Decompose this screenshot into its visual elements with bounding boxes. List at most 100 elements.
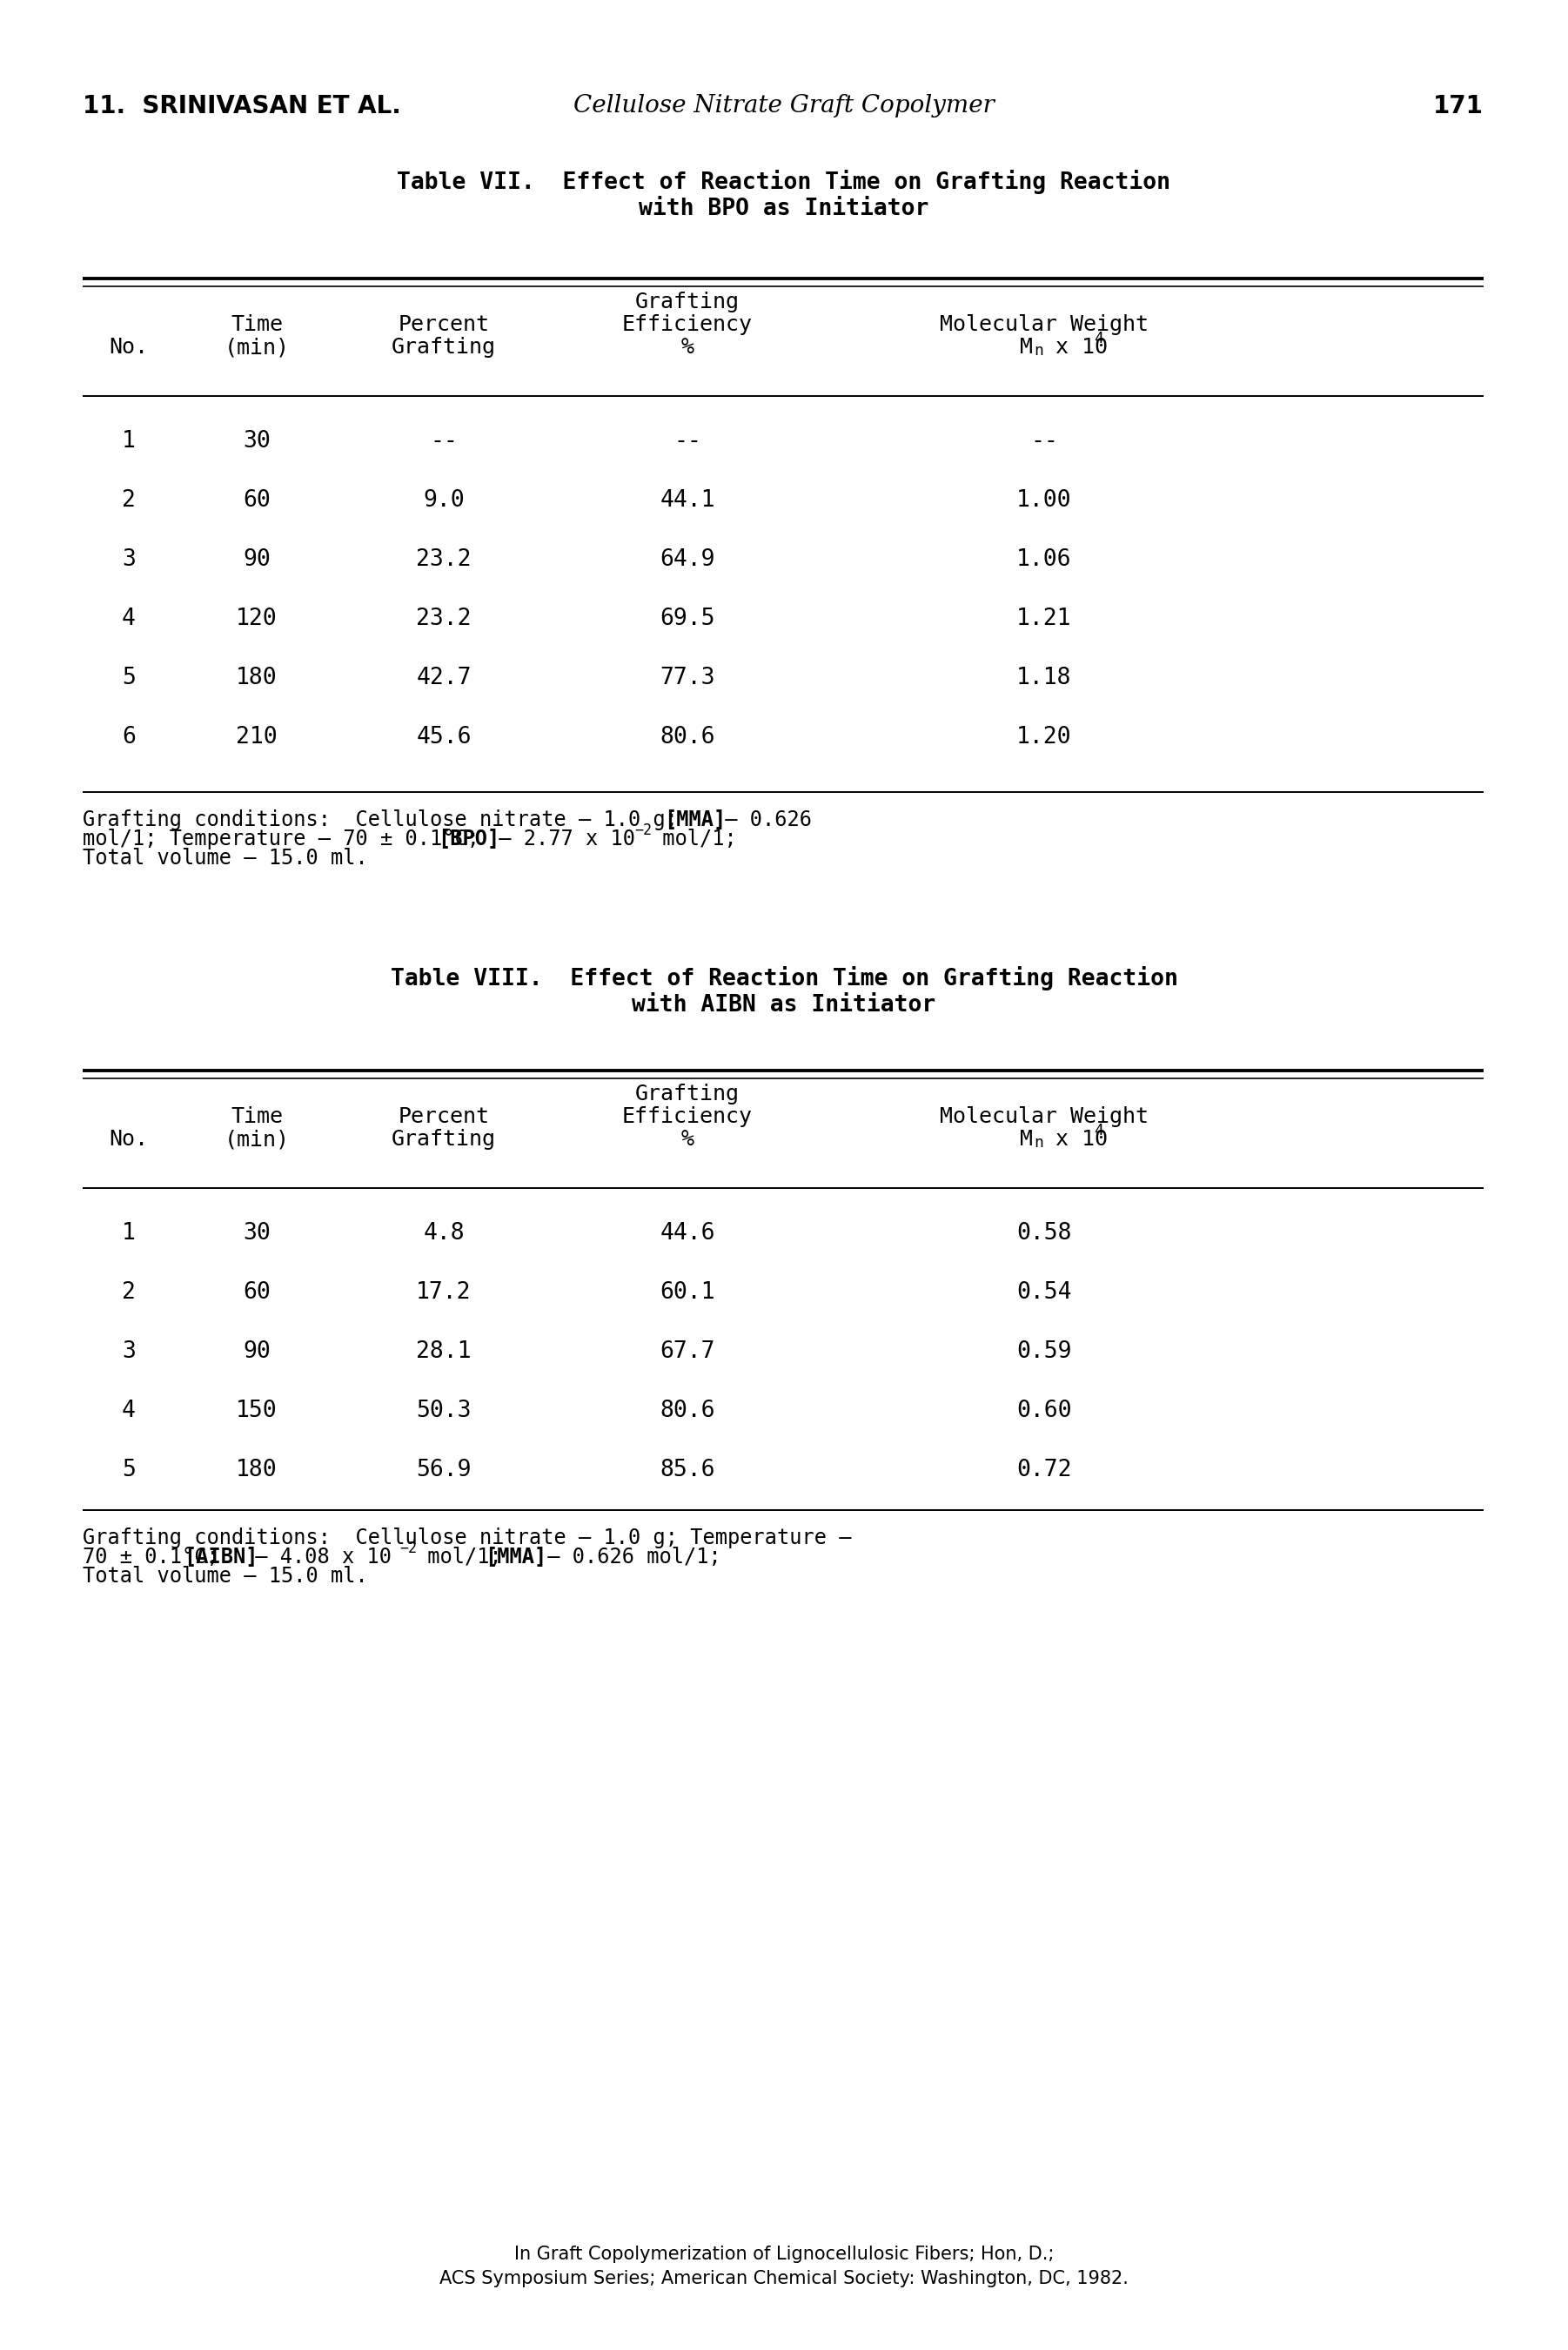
Text: Table VIII.  Effect of Reaction Time on Grafting Reaction: Table VIII. Effect of Reaction Time on G… bbox=[390, 966, 1178, 989]
Text: 150: 150 bbox=[235, 1401, 278, 1422]
Text: Percent: Percent bbox=[398, 315, 489, 336]
Text: 1.20: 1.20 bbox=[1016, 726, 1073, 750]
Text: 0.59: 0.59 bbox=[1016, 1339, 1073, 1363]
Text: 11.  SRINIVASAN ET AL.: 11. SRINIVASAN ET AL. bbox=[83, 94, 401, 118]
Text: – 2.77 x 10: – 2.77 x 10 bbox=[486, 830, 635, 848]
Text: In Graft Copolymerization of Lignocellulosic Fibers; Hon, D.;: In Graft Copolymerization of Lignocellul… bbox=[514, 2247, 1054, 2263]
Text: Molecular Weight: Molecular Weight bbox=[939, 315, 1149, 336]
Text: Grafting: Grafting bbox=[635, 1083, 740, 1104]
Text: Time: Time bbox=[230, 1107, 282, 1128]
Text: Cellulose Nitrate Graft Copolymer: Cellulose Nitrate Graft Copolymer bbox=[574, 94, 994, 118]
Text: Efficiency: Efficiency bbox=[622, 315, 753, 336]
Text: Grafting: Grafting bbox=[392, 1128, 495, 1149]
Text: [MMA]: [MMA] bbox=[485, 1546, 547, 1567]
Text: 0.60: 0.60 bbox=[1016, 1401, 1073, 1422]
Text: 50.3: 50.3 bbox=[416, 1401, 472, 1422]
Text: [AIBN]: [AIBN] bbox=[183, 1546, 259, 1567]
Text: 44.6: 44.6 bbox=[660, 1222, 715, 1246]
Text: 2: 2 bbox=[122, 1281, 136, 1304]
Text: 28.1: 28.1 bbox=[416, 1339, 472, 1363]
Text: 42.7: 42.7 bbox=[416, 667, 472, 689]
Text: M: M bbox=[1019, 336, 1033, 357]
Text: with BPO as Initiator: with BPO as Initiator bbox=[638, 197, 930, 221]
Text: 60.1: 60.1 bbox=[660, 1281, 715, 1304]
Text: 23.2: 23.2 bbox=[416, 609, 472, 630]
Text: Time: Time bbox=[230, 315, 282, 336]
Text: −2: −2 bbox=[635, 822, 652, 839]
Text: 180: 180 bbox=[235, 667, 278, 689]
Text: 67.7: 67.7 bbox=[660, 1339, 715, 1363]
Text: --: -- bbox=[430, 430, 458, 454]
Text: 45.6: 45.6 bbox=[416, 726, 472, 750]
Text: 1.18: 1.18 bbox=[1016, 667, 1073, 689]
Text: 3: 3 bbox=[122, 548, 136, 571]
Text: Grafting: Grafting bbox=[635, 291, 740, 313]
Text: 3: 3 bbox=[122, 1339, 136, 1363]
Text: 23.2: 23.2 bbox=[416, 548, 472, 571]
Text: – 0.626 mol/1;: – 0.626 mol/1; bbox=[535, 1546, 721, 1567]
Text: – 4.08 x 10: – 4.08 x 10 bbox=[243, 1546, 392, 1567]
Text: 44.1: 44.1 bbox=[660, 489, 715, 512]
Text: 70 ± 0.1°C;: 70 ± 0.1°C; bbox=[83, 1546, 232, 1567]
Text: %: % bbox=[681, 1128, 695, 1149]
Text: Percent: Percent bbox=[398, 1107, 489, 1128]
Text: --: -- bbox=[1030, 430, 1058, 454]
Text: (min): (min) bbox=[224, 336, 290, 357]
Text: mol/1;: mol/1; bbox=[651, 830, 737, 848]
Text: x 10: x 10 bbox=[1043, 336, 1107, 357]
Text: – 0.626: – 0.626 bbox=[712, 808, 812, 830]
Text: 56.9: 56.9 bbox=[416, 1459, 472, 1480]
Text: 171: 171 bbox=[1433, 94, 1483, 118]
Text: Total volume – 15.0 ml.: Total volume – 15.0 ml. bbox=[83, 848, 368, 870]
Text: 60: 60 bbox=[243, 1281, 271, 1304]
Text: 4: 4 bbox=[1094, 331, 1104, 345]
Text: Total volume – 15.0 ml.: Total volume – 15.0 ml. bbox=[83, 1565, 368, 1586]
Text: 77.3: 77.3 bbox=[660, 667, 715, 689]
Text: 60: 60 bbox=[243, 489, 271, 512]
Text: −2: −2 bbox=[400, 1542, 417, 1556]
Text: 210: 210 bbox=[235, 726, 278, 750]
Text: 1.06: 1.06 bbox=[1016, 548, 1073, 571]
Text: (min): (min) bbox=[224, 1128, 290, 1149]
Text: 1: 1 bbox=[122, 1222, 136, 1246]
Text: 120: 120 bbox=[235, 609, 278, 630]
Text: 0.72: 0.72 bbox=[1016, 1459, 1073, 1480]
Text: mol/1; Temperature – 70 ± 0.1°C;: mol/1; Temperature – 70 ± 0.1°C; bbox=[83, 830, 492, 848]
Text: 17.2: 17.2 bbox=[416, 1281, 472, 1304]
Text: Grafting: Grafting bbox=[392, 336, 495, 357]
Text: 85.6: 85.6 bbox=[660, 1459, 715, 1480]
Text: 30: 30 bbox=[243, 430, 271, 454]
Text: 80.6: 80.6 bbox=[660, 1401, 715, 1422]
Text: mol/1;: mol/1; bbox=[416, 1546, 514, 1567]
Text: Efficiency: Efficiency bbox=[622, 1107, 753, 1128]
Text: n: n bbox=[1033, 1135, 1043, 1152]
Text: 90: 90 bbox=[243, 548, 271, 571]
Text: x 10: x 10 bbox=[1043, 1128, 1107, 1149]
Text: 4: 4 bbox=[122, 609, 136, 630]
Text: 0.54: 0.54 bbox=[1016, 1281, 1073, 1304]
Text: 5: 5 bbox=[122, 667, 136, 689]
Text: n: n bbox=[1033, 343, 1043, 360]
Text: Grafting conditions:  Cellulose nitrate – 1.0 g;: Grafting conditions: Cellulose nitrate –… bbox=[83, 808, 690, 830]
Text: [MMA]: [MMA] bbox=[663, 808, 726, 830]
Text: 80.6: 80.6 bbox=[660, 726, 715, 750]
Text: 5: 5 bbox=[122, 1459, 136, 1480]
Text: Table VII.  Effect of Reaction Time on Grafting Reaction: Table VII. Effect of Reaction Time on Gr… bbox=[397, 169, 1171, 195]
Text: [BPO]: [BPO] bbox=[437, 830, 500, 848]
Text: Molecular Weight: Molecular Weight bbox=[939, 1107, 1149, 1128]
Text: Grafting conditions:  Cellulose nitrate – 1.0 g; Temperature –: Grafting conditions: Cellulose nitrate –… bbox=[83, 1528, 851, 1549]
Text: with AIBN as Initiator: with AIBN as Initiator bbox=[632, 994, 936, 1018]
Text: 1.00: 1.00 bbox=[1016, 489, 1073, 512]
Text: 4: 4 bbox=[1094, 1123, 1104, 1137]
Text: 30: 30 bbox=[243, 1222, 271, 1246]
Text: 4.8: 4.8 bbox=[423, 1222, 464, 1246]
Text: 90: 90 bbox=[243, 1339, 271, 1363]
Text: 180: 180 bbox=[235, 1459, 278, 1480]
Text: 69.5: 69.5 bbox=[660, 609, 715, 630]
Text: 64.9: 64.9 bbox=[660, 548, 715, 571]
Text: 9.0: 9.0 bbox=[423, 489, 464, 512]
Text: No.: No. bbox=[110, 336, 149, 357]
Text: 2: 2 bbox=[122, 489, 136, 512]
Text: M: M bbox=[1019, 1128, 1033, 1149]
Text: 6: 6 bbox=[122, 726, 136, 750]
